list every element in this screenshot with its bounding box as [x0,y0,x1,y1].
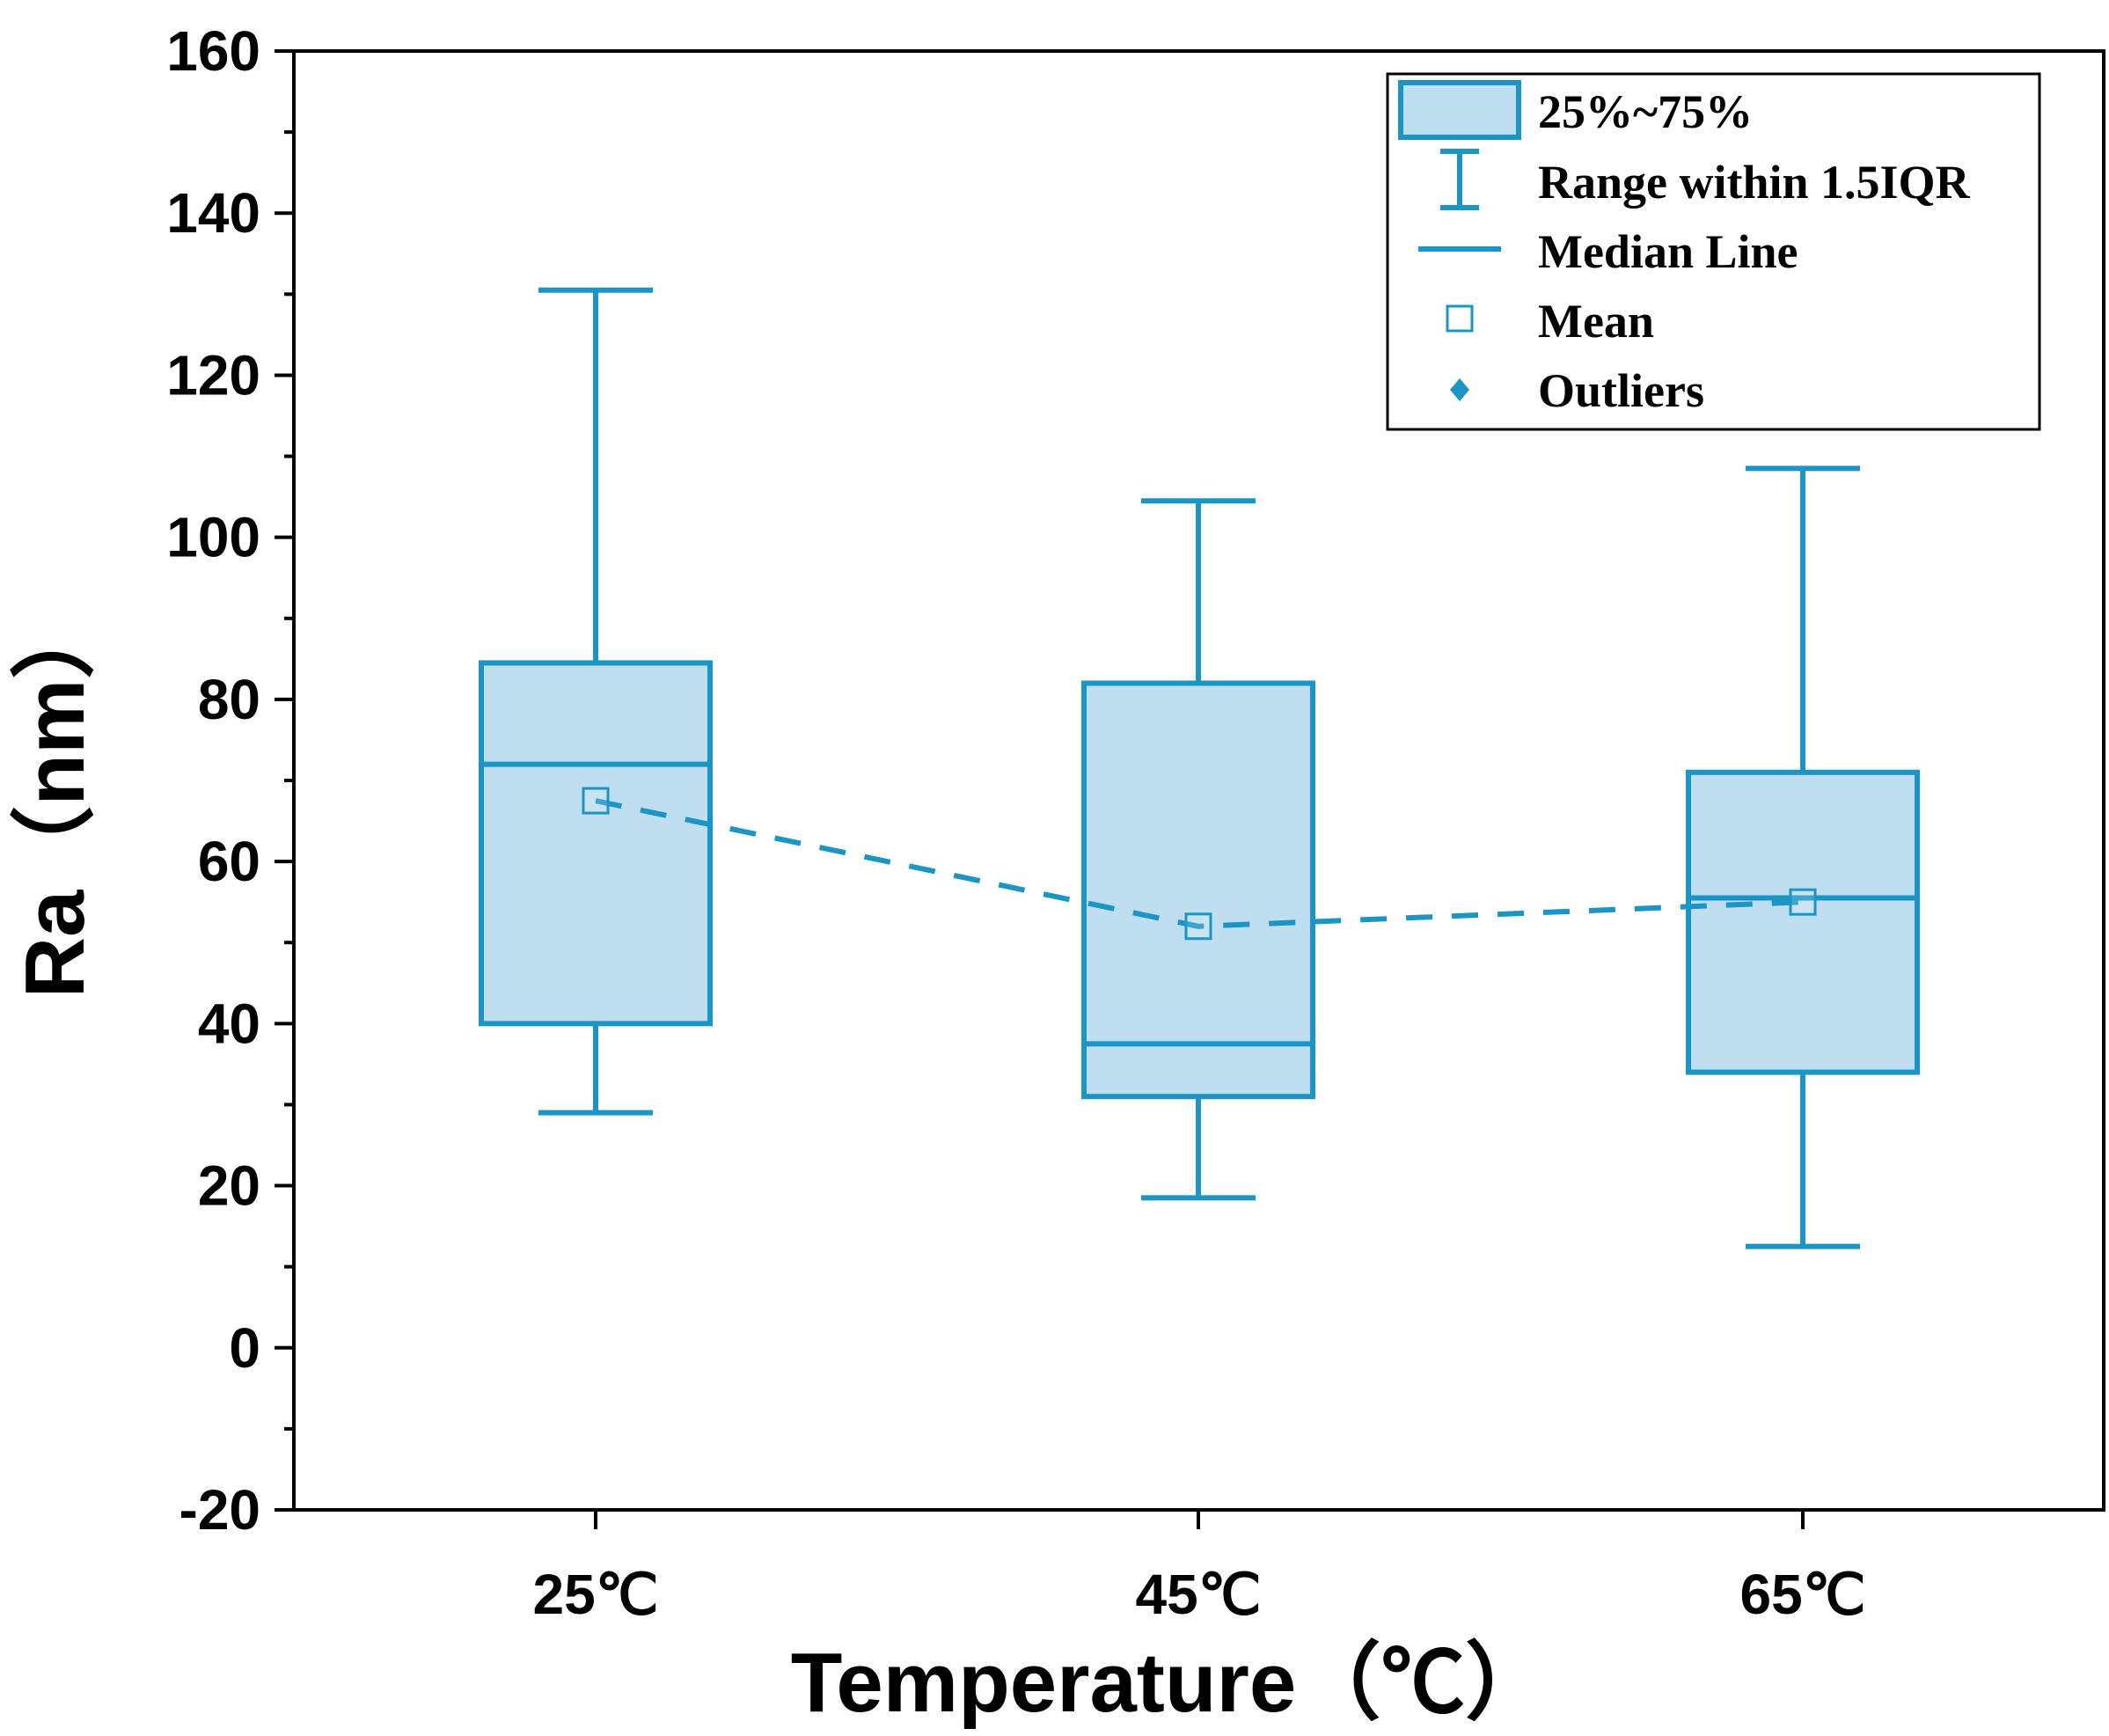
legend-label-median: Median Line [1538,225,1798,278]
x-axis-title: Temperature（℃） [791,1636,1549,1730]
mean-marker [1184,912,1212,941]
mean-marker [1789,888,1817,916]
y-tick-label: 20 [198,1154,260,1218]
iqr-box [1686,769,1920,1075]
x-tick-label: 45℃ [1135,1563,1261,1626]
legend-swatch-outlier [1450,378,1469,401]
mean-connector-line [595,798,1804,929]
mean-series [582,787,1817,941]
y-tick-label: 160 [166,19,260,83]
y-tick-label: 60 [198,830,260,893]
legend-swatch-whisker [1440,149,1479,210]
iqr-box [479,660,713,1027]
y-tick-label: 120 [166,343,260,407]
y-tick-label: 100 [166,506,260,569]
legend: 25%~75% Range within 1.5IQR Median Line … [1386,72,2041,431]
iqr-box [1081,680,1315,1100]
y-tick-label: 40 [198,992,260,1055]
y-tick-label: -20 [179,1478,261,1542]
x-tick-label: 25℃ [532,1563,658,1626]
legend-label-mean: Mean [1538,295,1654,348]
mean-marker [582,787,610,815]
legend-label-whisker: Range within 1.5IQR [1538,156,1971,209]
legend-label-outliers: Outliers [1538,364,1704,417]
legend-label-iqr: 25%~75% [1538,85,1753,138]
y-axis-title: Ra（nm） [8,595,102,999]
y-tick-label: 140 [166,181,260,245]
box-series [479,287,1920,1249]
y-tick-label: 80 [198,668,260,731]
box-1 [479,287,713,1116]
y-tick-label: 0 [229,1316,260,1380]
legend-swatch-mean [1446,304,1474,333]
axes: -20 0 20 40 60 80 100 120 140 160 25℃ 45℃ 65℃ [166,19,1865,1626]
box-3 [1686,465,1920,1249]
legend-swatch-iqr-box [1398,80,1521,140]
box-2 [1081,498,1315,1201]
x-tick-label: 65℃ [1739,1563,1865,1626]
